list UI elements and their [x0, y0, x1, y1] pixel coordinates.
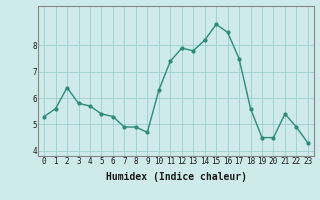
X-axis label: Humidex (Indice chaleur): Humidex (Indice chaleur) [106, 172, 246, 182]
